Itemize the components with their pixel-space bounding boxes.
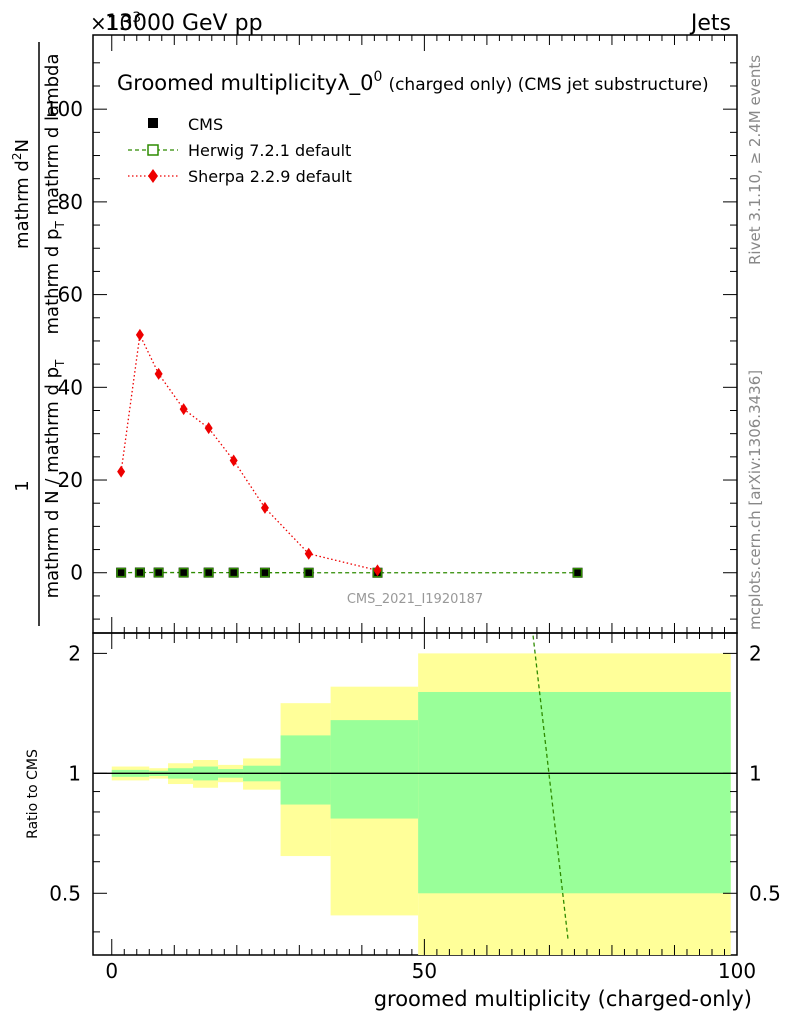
legend-herwig-label: Herwig 7.2.1 default: [188, 141, 351, 160]
herwig-data-point: [203, 567, 214, 578]
energy-label: 13000 GeV pp: [105, 11, 263, 36]
sherpa-series-line: [120, 332, 378, 572]
ratio-y-axis-label: Ratio to CMS: [25, 749, 41, 839]
legend-sherpa-label: Sherpa 2.2.9 default: [188, 167, 352, 186]
x-tick-label: 100: [718, 959, 756, 983]
main-y-axis-label: 1 mathrm d N / mathrm d pT mathrm d2N ma…: [10, 42, 67, 626]
main-y-tick-label: 100: [45, 97, 83, 121]
rivet-side-label: Rivet 3.1.10, ≥ 2.4M events: [746, 55, 764, 265]
x-tick-label: 0: [105, 959, 118, 983]
cms-data-point: [134, 567, 145, 578]
sherpa-data-point: [154, 367, 163, 380]
ylabel-fraction-den: mathrm d N / mathrm d pT: [42, 359, 67, 598]
cms-data-point: [116, 567, 127, 578]
title-suffix: (charged only) (CMS jet substructure): [388, 75, 708, 95]
main-y-tick-label: 0: [70, 561, 83, 585]
ratio-bands: [111, 653, 731, 955]
ratio-y-tick-label: 1: [68, 761, 81, 785]
main-y-tick-label: 60: [58, 283, 83, 307]
mcplots-side-label: mcplots.cern.ch [arXiv:1306.3436]: [746, 370, 764, 630]
sherpa-data-point: [229, 454, 238, 467]
cms-data-point: [228, 567, 239, 578]
ratio-series: [532, 633, 569, 941]
ratio-y-tick-label-right: 1: [749, 761, 762, 785]
sherpa-data-point: [260, 501, 269, 514]
cms-data-point: [203, 567, 214, 578]
ylabel-num2: mathrm d2N: [10, 139, 33, 249]
legend-sherpa-marker: [148, 169, 158, 183]
herwig-ratio-line: [532, 633, 569, 941]
plot-title: Groomed multiplicityλ_00 (charged only) (…: [117, 69, 709, 96]
ratio-inner-band: [280, 735, 331, 805]
herwig-data-point: [178, 567, 189, 578]
ratio-y-tick-label-right: 2: [749, 641, 762, 665]
main-axis-ticks: 0 20 40 60 80 100: [45, 35, 738, 633]
legend-cms-marker: [148, 118, 158, 128]
x-axis-label: groomed multiplicity (charged-only): [374, 987, 752, 1011]
ratio-y-tick-label-right: 0.5: [749, 881, 781, 905]
ratio-y-tick-label: 2: [68, 641, 81, 665]
ratio-plot-frame: [92, 632, 738, 956]
herwig-data-point: [572, 567, 583, 578]
main-y-tick-label: 80: [58, 190, 83, 214]
ylabel-fraction-den-sub: T: [53, 359, 67, 368]
herwig-data-point: [228, 567, 239, 578]
x-tick-label: 50: [412, 959, 437, 983]
watermark-label: CMS_2021_I1920187: [347, 592, 483, 607]
sherpa-data-point: [135, 328, 144, 341]
cms-data-point: [153, 567, 164, 578]
sherpa-data-point: [117, 465, 126, 478]
title-superscript: 0: [374, 69, 383, 85]
ratio-axis-ticks: 0.5 0.5 1 1 2 2 0 50 100: [49, 633, 781, 983]
cms-data-point: [259, 567, 270, 578]
cms-data-point: [178, 567, 189, 578]
sherpa-data-point: [304, 547, 313, 560]
main-series: [116, 328, 583, 578]
herwig-data-point: [135, 567, 145, 578]
ylabel-den2: mathrm d pT mathrm d lambda: [42, 54, 67, 335]
main-y-tick-label: 20: [58, 468, 83, 492]
herwig-data-point: [260, 567, 270, 578]
herwig-data-point: [303, 567, 314, 578]
sherpa-data-point: [204, 422, 213, 435]
ylabel-den2-sub: T: [53, 221, 67, 230]
sherpa-data-point: [179, 403, 188, 416]
cms-data-point: [303, 567, 314, 578]
ylabel-fraction-num: 1: [12, 480, 33, 491]
ratio-inner-band: [330, 720, 419, 819]
sherpa-data-point: [373, 564, 382, 577]
ratio-y-tick-label: 0.5: [49, 881, 81, 905]
ylabel-num2-sup: 2: [10, 153, 24, 161]
herwig-data-point: [116, 567, 126, 578]
legend-herwig-marker: [147, 144, 159, 156]
legend-cms-label: CMS: [188, 115, 223, 134]
ratio-inner-band: [418, 691, 731, 894]
process-label: Jets: [689, 11, 731, 36]
exponent-power: 3: [132, 10, 141, 26]
legend: CMS Herwig 7.2.1 default Sherpa 2.2.9 de…: [128, 115, 352, 186]
exponent-label: ×103: [90, 10, 141, 35]
main-y-tick-label: 40: [58, 375, 83, 399]
cms-data-point: [572, 567, 583, 578]
herwig-data-point: [153, 567, 164, 578]
